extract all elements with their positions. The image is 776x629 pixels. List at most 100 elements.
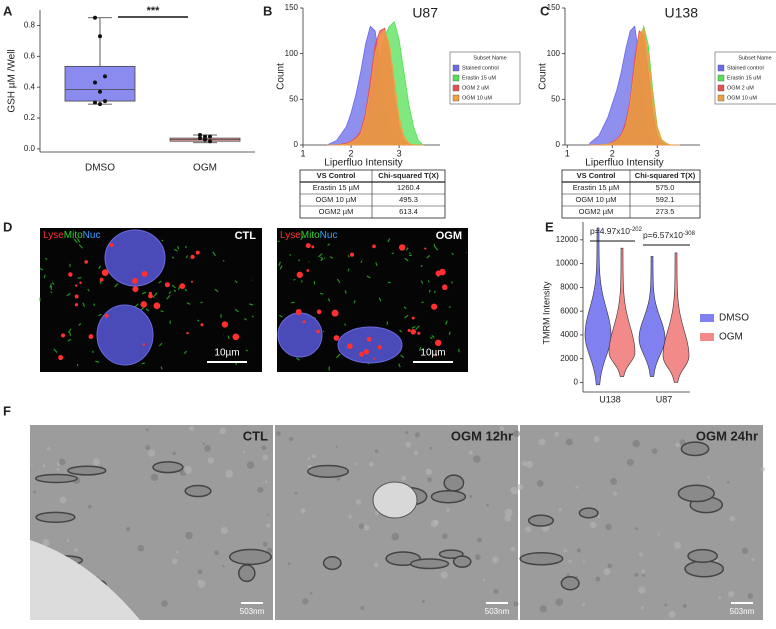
texture [679,439,686,446]
texture [513,601,519,607]
mitochondria [289,253,292,256]
data-point [198,136,202,141]
channel-label: Mito [64,230,83,241]
texture [504,508,513,517]
mitochondria [322,330,325,333]
mitochondria [177,245,180,250]
y-tick-label: 100 [285,49,299,58]
texture [477,537,482,543]
lysosome [186,331,189,335]
table-cell: 613.4 [399,207,418,216]
texture [336,477,341,481]
y-axis-label: GSH µM /Well [7,49,18,112]
table-cell: Erastin 15 µM [313,183,359,192]
texture [613,491,618,496]
y-tick-label: 6000 [560,306,578,315]
data-point [93,15,97,20]
mitochondria [49,283,52,288]
texture [30,463,33,466]
x-tick-label: U87 [656,394,673,404]
data-point [103,99,107,104]
mitochondria [45,257,48,261]
data-point [208,134,212,139]
mitochondrion [322,555,342,571]
mitochondrion [452,555,472,568]
mitochondria [415,325,420,331]
mitochondrion [430,489,467,504]
table-cell: 592.1 [656,195,675,204]
mitochondria [158,342,163,347]
mitochondria [160,366,163,370]
texture [510,546,516,552]
mitochondria [141,291,147,295]
texture [405,441,412,448]
mitochondria [87,288,90,292]
lysosome [132,277,139,284]
channel-label: Nuc [83,230,101,241]
lysosome [311,245,315,249]
mitochondria [99,280,102,285]
condition-label: CTL [235,230,257,242]
texture [242,450,246,454]
texture [597,515,601,519]
mitochondria [427,280,430,283]
scale-label: 10µm [420,348,445,359]
texture [486,503,489,507]
mitochondria [53,348,58,353]
x-tick-label: U138 [599,394,621,404]
legend-label: OGM [719,332,743,343]
mitochondrion [677,484,715,503]
texture [421,599,425,604]
mitochondria [166,294,171,300]
mitochondria [43,274,46,279]
mitochondria [320,292,324,295]
mitochondria [347,268,350,272]
x-tick-label: 3 [397,148,402,158]
y-tick-label: 4000 [560,330,578,339]
mitochondria [426,254,431,259]
texture [287,562,291,566]
texture [576,548,582,553]
legend-swatch [700,333,714,341]
texture [87,504,92,509]
texture [427,477,432,483]
texture [664,603,668,607]
texture [751,557,755,562]
p-value: p=4.97x10-202 [590,226,643,236]
texture [42,464,46,468]
lysosome [435,270,442,277]
texture [603,568,611,575]
texture [734,431,738,436]
lysosome [366,336,372,342]
texture [728,591,735,598]
texture [474,554,481,561]
texture [639,552,643,557]
mitochondrion [184,484,212,498]
panel-label: E [545,219,554,234]
texture [742,434,749,441]
lysosome [442,284,448,291]
mitochondria [434,245,439,251]
data-point [98,34,102,39]
table-header: VS Control [317,171,356,180]
chart-title: U87 [412,5,438,21]
legend-label: OGM 2 uM [462,85,489,91]
texture [300,508,306,514]
mitochondrion [680,441,710,457]
texture [267,513,270,516]
condition-label: OGM [436,230,462,242]
mitochondria [293,278,296,281]
legend-label: OGM 2 uM [727,85,754,91]
texture [161,600,168,607]
texture [262,454,269,461]
texture [414,432,420,438]
violin [662,252,690,383]
data-point [103,74,107,79]
mitochondrion [527,514,554,527]
mitochondria [296,357,300,361]
lysosome [58,354,64,361]
texture [92,458,100,466]
mitochondrion [438,549,464,559]
mitochondria [318,253,323,258]
mitochondria [93,303,96,306]
